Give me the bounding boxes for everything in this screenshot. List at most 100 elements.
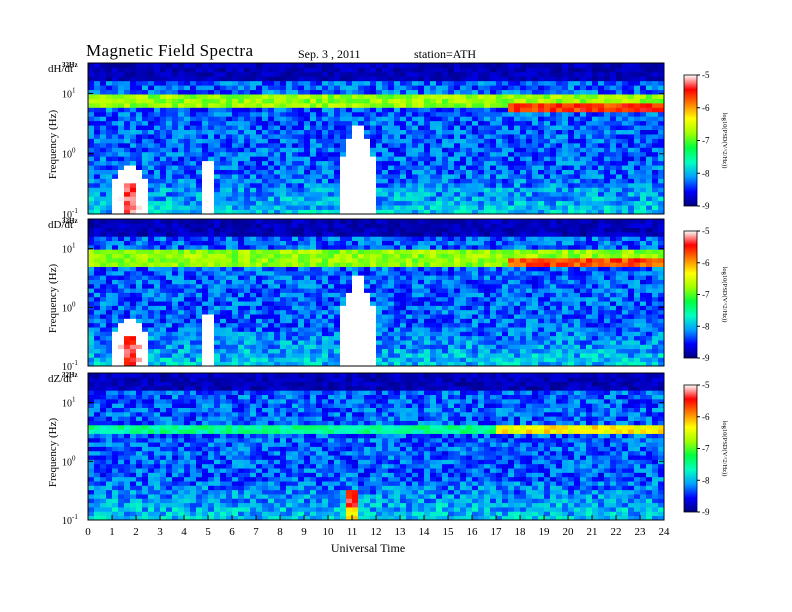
spectrogram-cell (214, 309, 221, 315)
spectrogram-cell (238, 116, 245, 122)
spectrogram-cell (268, 266, 275, 272)
spectrogram-cell (142, 314, 149, 319)
spectrogram-cell (190, 63, 197, 68)
spectrogram-cell (352, 120, 359, 126)
spectrogram-cell (220, 107, 227, 113)
spectrogram-cell (616, 142, 623, 148)
spectrogram-cell (250, 249, 257, 254)
spectrogram-cell (154, 331, 161, 337)
spectrogram-cell (640, 107, 647, 113)
spectrogram-cell (364, 94, 371, 99)
spectrogram-cell (238, 182, 245, 188)
spectrogram-cell (484, 85, 491, 91)
spectrogram-cell (106, 200, 113, 206)
spectrogram-cell (280, 98, 287, 104)
spectrogram-cell (172, 160, 179, 166)
spectrogram-cell (154, 296, 161, 302)
spectrogram-cell (454, 120, 461, 126)
spectrogram-cell (610, 142, 617, 148)
spectrogram-cell (460, 151, 467, 157)
spectrogram-cell (358, 288, 365, 293)
spectrogram-cell (352, 305, 359, 311)
spectrogram-cell (148, 262, 155, 267)
spectrogram-cell (400, 67, 407, 73)
spectrogram-cell (148, 209, 155, 215)
spectrogram-cell (604, 147, 611, 153)
spectrogram-cell (286, 231, 293, 237)
spectrogram-cell (316, 67, 323, 73)
spectrogram-cell (100, 191, 107, 197)
spectrogram-cell (388, 85, 395, 91)
spectrogram-cell (376, 89, 383, 95)
spectrogram-cell (550, 102, 557, 108)
spectrogram-cell (514, 94, 521, 99)
spectrogram-cell (250, 120, 257, 126)
spectrogram-cell (496, 182, 503, 188)
spectrogram-cell (268, 219, 275, 224)
spectrogram-cell (142, 253, 149, 259)
spectrogram-cell (322, 169, 329, 175)
spectrogram-cell (154, 318, 161, 324)
spectrogram-cell (130, 94, 137, 99)
spectrogram-cell (232, 348, 239, 354)
spectrogram-cell (226, 160, 233, 166)
spectrogram-cell (352, 301, 359, 306)
spectrogram-cell (178, 301, 185, 306)
spectrogram-cell (232, 275, 239, 280)
spectrogram-cell (652, 165, 659, 170)
spectrogram-cell (142, 249, 149, 254)
spectrogram-cell (112, 174, 119, 179)
spectrogram-cell (304, 85, 311, 91)
spectrogram-cell (310, 138, 317, 144)
spectrogram-cell (544, 151, 551, 157)
spectrogram-cell (388, 80, 395, 86)
spectrogram-cell (310, 253, 317, 259)
spectrogram-cell (106, 305, 113, 311)
spectrogram-cell (124, 262, 131, 267)
spectrogram-cell (94, 275, 101, 280)
spectrogram-cell (490, 111, 497, 117)
spectrogram-cell (310, 361, 317, 367)
spectrogram-cell (124, 151, 131, 157)
spectrogram-cell (196, 89, 203, 95)
spectrogram-cell (424, 76, 431, 82)
spectrogram-cell (478, 209, 485, 215)
spectrogram-cell (532, 178, 539, 184)
spectrogram-cell (94, 318, 101, 324)
spectrogram-cell (418, 160, 425, 166)
spectrogram-cell (598, 160, 605, 166)
spectrogram-cell (250, 169, 257, 175)
spectrogram-cell (202, 253, 209, 259)
spectrogram-cell (364, 165, 371, 170)
spectrogram-cell (256, 138, 263, 144)
spectrogram-cell (298, 344, 305, 350)
spectrogram-cell (106, 227, 113, 233)
spectrogram-cell (280, 283, 287, 289)
spectrogram-cell (544, 178, 551, 184)
spectrogram-cell (370, 257, 377, 263)
spectrogram-cell (406, 160, 413, 166)
spectrogram-cell (586, 71, 593, 77)
spectrogram-cell (544, 76, 551, 82)
spectrogram-cell (100, 182, 107, 188)
spectrogram-cell (634, 80, 641, 86)
spectrogram-cell (94, 94, 101, 99)
spectrogram-cell (160, 98, 167, 104)
spectrogram-cell (142, 318, 149, 324)
spectrogram-cell (484, 129, 491, 135)
spectrogram-cell (334, 223, 341, 229)
spectrogram-cell (292, 129, 299, 135)
spectrogram-cell (358, 262, 365, 267)
spectrogram-cell (634, 98, 641, 104)
spectrogram-cell (286, 138, 293, 144)
spectrogram-cell (220, 301, 227, 306)
spectrogram-cell (424, 63, 431, 68)
spectrogram-cell (382, 151, 389, 157)
spectrogram-cell (376, 174, 383, 179)
spectrogram-cell (256, 236, 263, 242)
spectrogram-cell (358, 257, 365, 263)
spectrogram-cell (556, 142, 563, 148)
spectrogram-cell (532, 191, 539, 197)
spectrogram-cell (496, 187, 503, 193)
spectrogram-cell (382, 187, 389, 193)
